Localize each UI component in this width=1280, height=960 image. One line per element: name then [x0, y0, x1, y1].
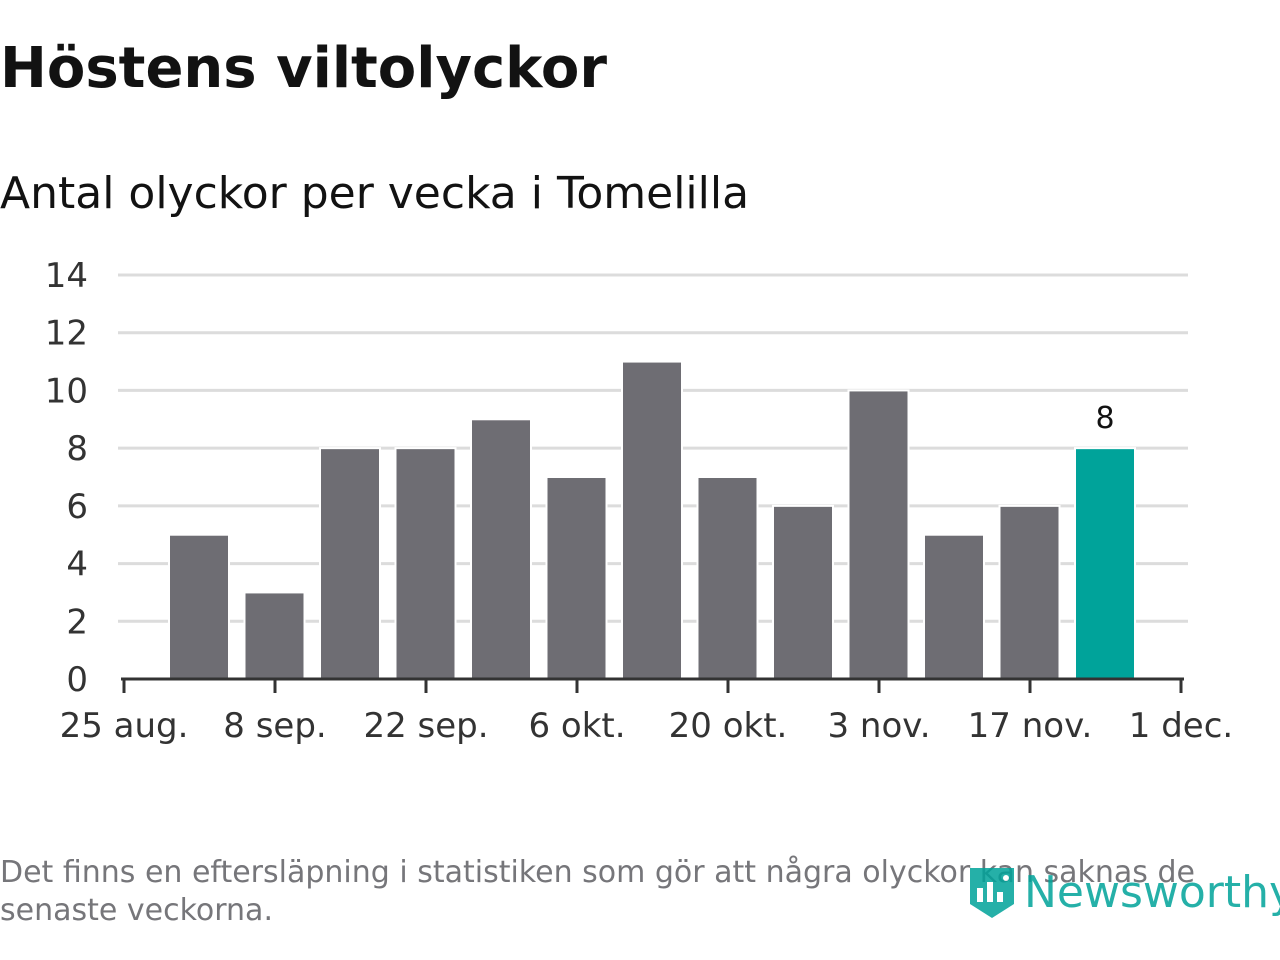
bar: [394, 447, 457, 680]
y-tick-label: 14: [45, 256, 88, 296]
y-axis-ticks: 0 2 4 6 8 10 12 14: [45, 256, 88, 700]
bar: [998, 504, 1061, 680]
bar: [696, 476, 759, 680]
bar: [923, 533, 985, 681]
data-labels: 8: [1095, 401, 1114, 436]
bar: [168, 533, 230, 681]
bar: [545, 476, 608, 680]
y-tick-label: 12: [45, 314, 88, 354]
y-tick-label: 8: [66, 429, 88, 469]
x-tick-label: 20 okt.: [669, 706, 788, 746]
x-tick-label: 1 dec.: [1129, 706, 1233, 746]
brand-logo: Newsworthy: [966, 862, 1280, 922]
x-axis: 25 aug. 8 sep. 22 sep. 6 okt. 20 okt. 3 nov. 1…: [60, 677, 1233, 746]
bar: [772, 504, 834, 680]
x-tick-label: 25 aug.: [60, 706, 189, 746]
x-tick-label: 6 okt.: [528, 706, 625, 746]
chart-subtitle: Antal olyckor per vecka i Tomelilla: [0, 168, 750, 219]
y-tick-label: 0: [66, 660, 88, 700]
newsworthy-logo-icon: [970, 868, 1014, 918]
bar-value-label: 8: [1095, 401, 1114, 436]
y-tick-label: 6: [66, 487, 88, 527]
y-tick-label: 10: [45, 371, 88, 411]
bar: [621, 360, 683, 680]
x-tick-label: 3 nov.: [827, 706, 930, 746]
chart-title: Höstens viltolyckor: [0, 36, 607, 101]
x-tick-label: 17 nov.: [968, 706, 1093, 746]
bar: [847, 389, 910, 681]
bar: [319, 447, 381, 680]
brand-name: Newsworthy: [1024, 866, 1280, 918]
x-tick-label: 22 sep.: [363, 706, 488, 746]
x-tick-label: 8 sep.: [223, 706, 326, 746]
bar: [243, 591, 306, 680]
bar-chart: 0 2 4 6 8 10 12 14 25 aug. 8 sep. 22 sep. 6 okt. 20…: [45, 256, 1233, 746]
bar-highlighted: [1074, 447, 1136, 680]
y-tick-label: 2: [66, 602, 88, 642]
y-tick-label: 4: [66, 545, 88, 585]
bar: [470, 418, 532, 681]
bars: [168, 360, 1136, 681]
